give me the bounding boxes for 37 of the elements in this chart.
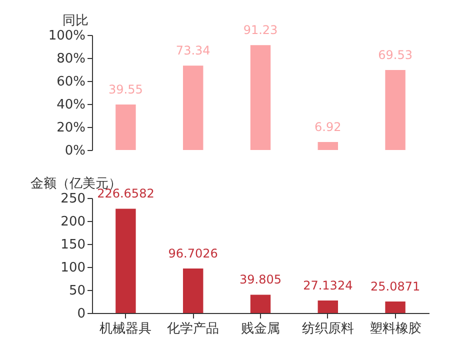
x-tick-label: 机械器具 xyxy=(100,322,152,336)
bar xyxy=(318,300,338,313)
bar xyxy=(318,142,338,150)
y-tick-label: 150 xyxy=(60,238,86,252)
data-label: 27.1324 xyxy=(303,278,353,293)
y-tick-label: 100 xyxy=(60,260,86,276)
data-label: 69.53 xyxy=(378,48,412,62)
y-axis-title: 同比 xyxy=(62,14,88,28)
bar xyxy=(116,104,136,150)
data-label: 91.23 xyxy=(243,23,278,38)
data-label: 73.34 xyxy=(176,44,210,58)
y-tick-label: 200 xyxy=(60,214,86,230)
bar xyxy=(385,301,406,313)
bar xyxy=(250,45,271,150)
data-label: 39.805 xyxy=(240,272,282,287)
x-tick-label: 纺织原料 xyxy=(302,322,354,336)
bar xyxy=(250,294,271,313)
y-tick-label: 0 xyxy=(77,306,86,322)
bar xyxy=(182,66,204,150)
y-tick-label: 100% xyxy=(48,28,86,44)
y-tick-label: 20% xyxy=(56,120,86,136)
y-tick-label: 60% xyxy=(56,74,86,90)
y-tick-label: 40% xyxy=(56,98,86,112)
data-label: 39.55 xyxy=(108,82,143,97)
bar xyxy=(182,268,204,313)
bar xyxy=(116,208,136,313)
data-label: 25.0871 xyxy=(370,279,420,294)
x-tick-label: 塑料橡胶 xyxy=(369,320,422,336)
y-tick-label: 50 xyxy=(68,284,86,298)
x-tick-label: 贱金属 xyxy=(241,322,280,336)
y-tick-label: 0% xyxy=(64,144,86,158)
data-label: 6.92 xyxy=(314,120,342,134)
bar xyxy=(385,70,406,150)
data-label: 96.7026 xyxy=(168,246,218,261)
x-tick-label: 化学产品 xyxy=(167,322,220,336)
y-tick-label: 250 xyxy=(60,192,86,206)
y-tick-label: 80% xyxy=(56,52,86,66)
